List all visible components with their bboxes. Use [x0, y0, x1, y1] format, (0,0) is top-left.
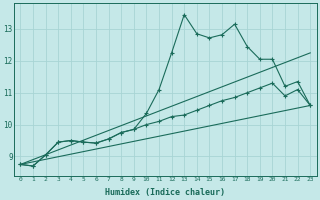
- X-axis label: Humidex (Indice chaleur): Humidex (Indice chaleur): [105, 188, 225, 197]
